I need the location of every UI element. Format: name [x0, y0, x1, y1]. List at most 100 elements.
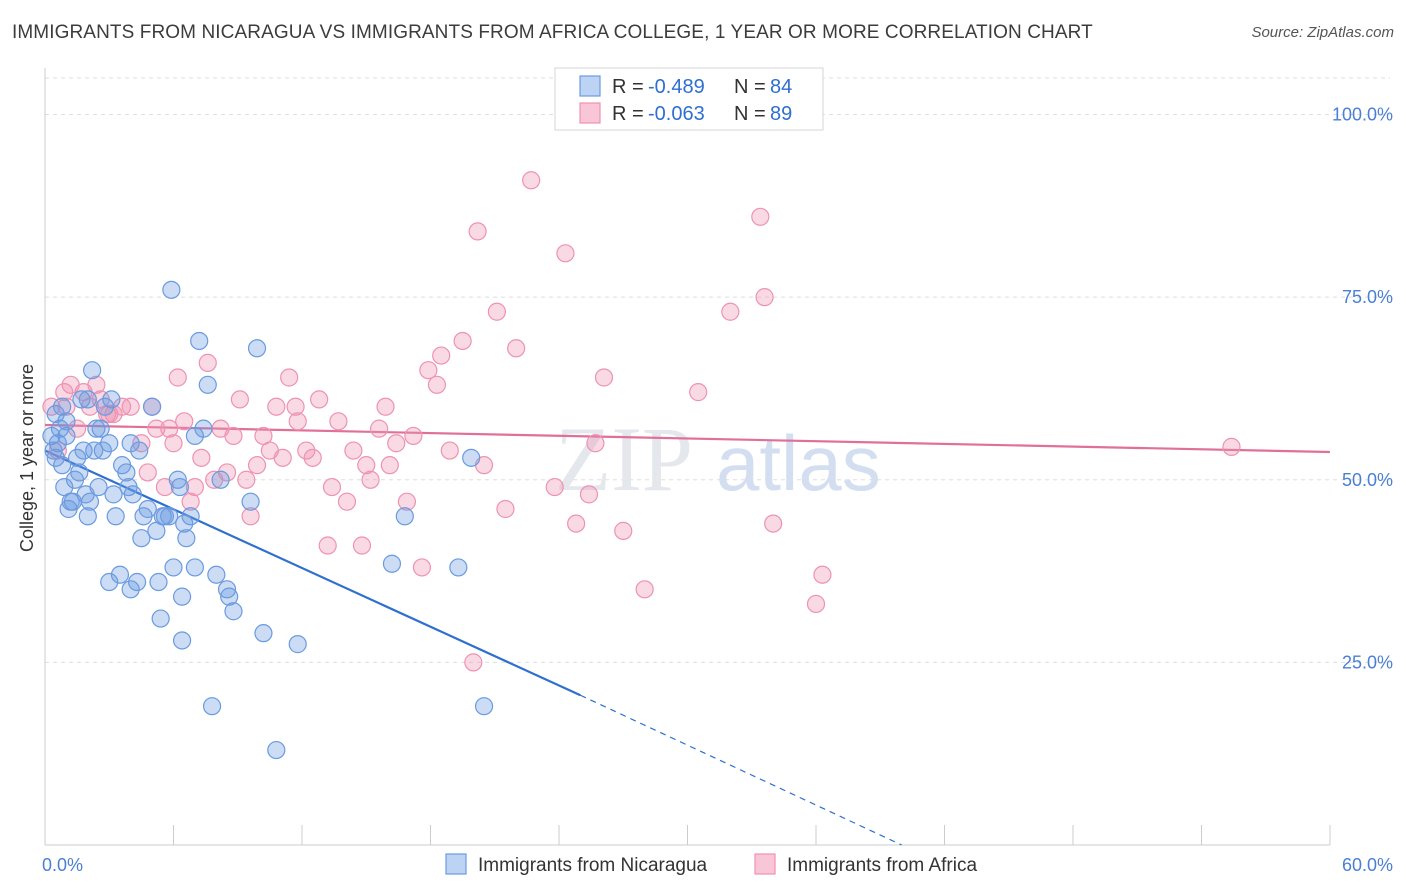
africa-point [168, 368, 187, 387]
africa-point [806, 594, 826, 614]
bottom-legend-swatch-africa [754, 853, 776, 875]
africa-point [556, 244, 575, 263]
nicaragua-point [95, 397, 115, 416]
africa-point [361, 470, 380, 489]
nicaragua-trend-line [44, 449, 581, 697]
nicaragua-point [78, 507, 97, 526]
nicaragua-point [172, 631, 192, 650]
africa-point [487, 302, 506, 321]
nicaragua-point [474, 697, 494, 716]
africa-point [721, 302, 740, 321]
nicaragua-point [53, 456, 72, 475]
nicaragua-point [100, 434, 119, 453]
africa-trend-line [44, 423, 1331, 454]
watermark: ZIP atlas [555, 408, 881, 510]
africa-point [288, 412, 307, 431]
nicaragua-point [224, 602, 243, 621]
nicaragua-point [207, 565, 226, 584]
source-label: Source: ZipAtlas.com [1251, 24, 1394, 41]
nicaragua-point [74, 441, 93, 460]
nicaragua-point [153, 507, 172, 526]
legend-n-label: N = [734, 103, 766, 125]
nicaragua-point [267, 740, 286, 760]
legend-n-value: 89 [770, 103, 792, 125]
nicaragua-point [100, 572, 119, 592]
legend-n-value: 84 [770, 76, 792, 98]
africa-point [217, 463, 237, 482]
nicaragua-point [83, 361, 102, 380]
africa-point [380, 456, 399, 475]
x-tick-label: 0.0% [42, 855, 83, 875]
tick-labels: 25.0% 50.0% 75.0% 100.0% 0.0% 60.0% [42, 105, 1393, 875]
nicaragua-point [181, 507, 200, 526]
nicaragua-point [72, 390, 91, 409]
nicaragua-trend-extension [580, 694, 902, 846]
africa-point [468, 222, 487, 241]
legend-r-label: R = [612, 103, 644, 125]
x-tick-label: 60.0% [1342, 855, 1393, 875]
africa-point [387, 434, 406, 453]
nicaragua-point [57, 412, 76, 431]
nicaragua-point [288, 635, 307, 654]
legend-r-value: -0.063 [648, 103, 705, 125]
africa-point [755, 288, 774, 307]
africa-point [594, 368, 614, 387]
africa-point [164, 434, 183, 453]
nicaragua-point [241, 492, 260, 511]
africa-point [567, 514, 586, 533]
africa-point [297, 441, 316, 460]
nicaragua-point [211, 470, 230, 489]
africa-point [464, 653, 483, 672]
africa-point [267, 397, 286, 416]
nicaragua-point [132, 529, 151, 548]
africa-point [376, 397, 395, 416]
nicaragua-point [102, 390, 121, 409]
nicaragua-point [177, 529, 196, 548]
trend-lines [44, 423, 1331, 846]
nicaragua-point [382, 554, 402, 573]
africa-point [522, 171, 541, 190]
africa-point [427, 375, 447, 394]
nicaragua-point [198, 375, 217, 394]
africa-point [337, 492, 357, 511]
africa-point [357, 456, 376, 475]
africa-point [329, 412, 348, 431]
africa-point [147, 419, 166, 438]
nicaragua-point [138, 499, 157, 519]
nicaragua-point [91, 419, 110, 438]
nicaragua-point [87, 419, 106, 438]
africa-point [241, 507, 260, 526]
africa-point [198, 353, 217, 372]
axes [44, 68, 1331, 846]
nicaragua-point [104, 485, 123, 504]
africa-point [579, 485, 599, 504]
nicaragua-point [217, 580, 237, 599]
africa-point [230, 390, 249, 409]
nicaragua-point [121, 580, 140, 599]
africa-point [160, 419, 179, 438]
africa-point [370, 419, 389, 438]
nicaragua-point [395, 507, 414, 526]
africa-point [586, 434, 605, 453]
africa-point [175, 412, 194, 431]
legend-r-label: R = [612, 76, 644, 98]
nicaragua-point [117, 463, 136, 482]
nicaragua-point [89, 477, 108, 497]
africa-point [224, 426, 243, 446]
nicaragua-point [160, 507, 179, 526]
africa-point [247, 456, 267, 475]
nicaragua-point [149, 572, 168, 592]
africa-point [344, 441, 363, 460]
africa-point [121, 397, 140, 416]
africa-point [322, 477, 342, 497]
y-tick-label: 75.0% [1342, 287, 1393, 307]
nicaragua-point [46, 448, 65, 467]
nicaragua-point [172, 587, 192, 606]
nicaragua-point [70, 463, 89, 482]
africa-point [185, 477, 205, 497]
nicaragua-point [110, 565, 130, 584]
legend-box: R = -0.489 N = 84 R = -0.063 N = 89 [554, 67, 824, 131]
africa-point [280, 368, 299, 387]
nicaragua-point [142, 397, 162, 416]
africa-point [273, 448, 292, 467]
